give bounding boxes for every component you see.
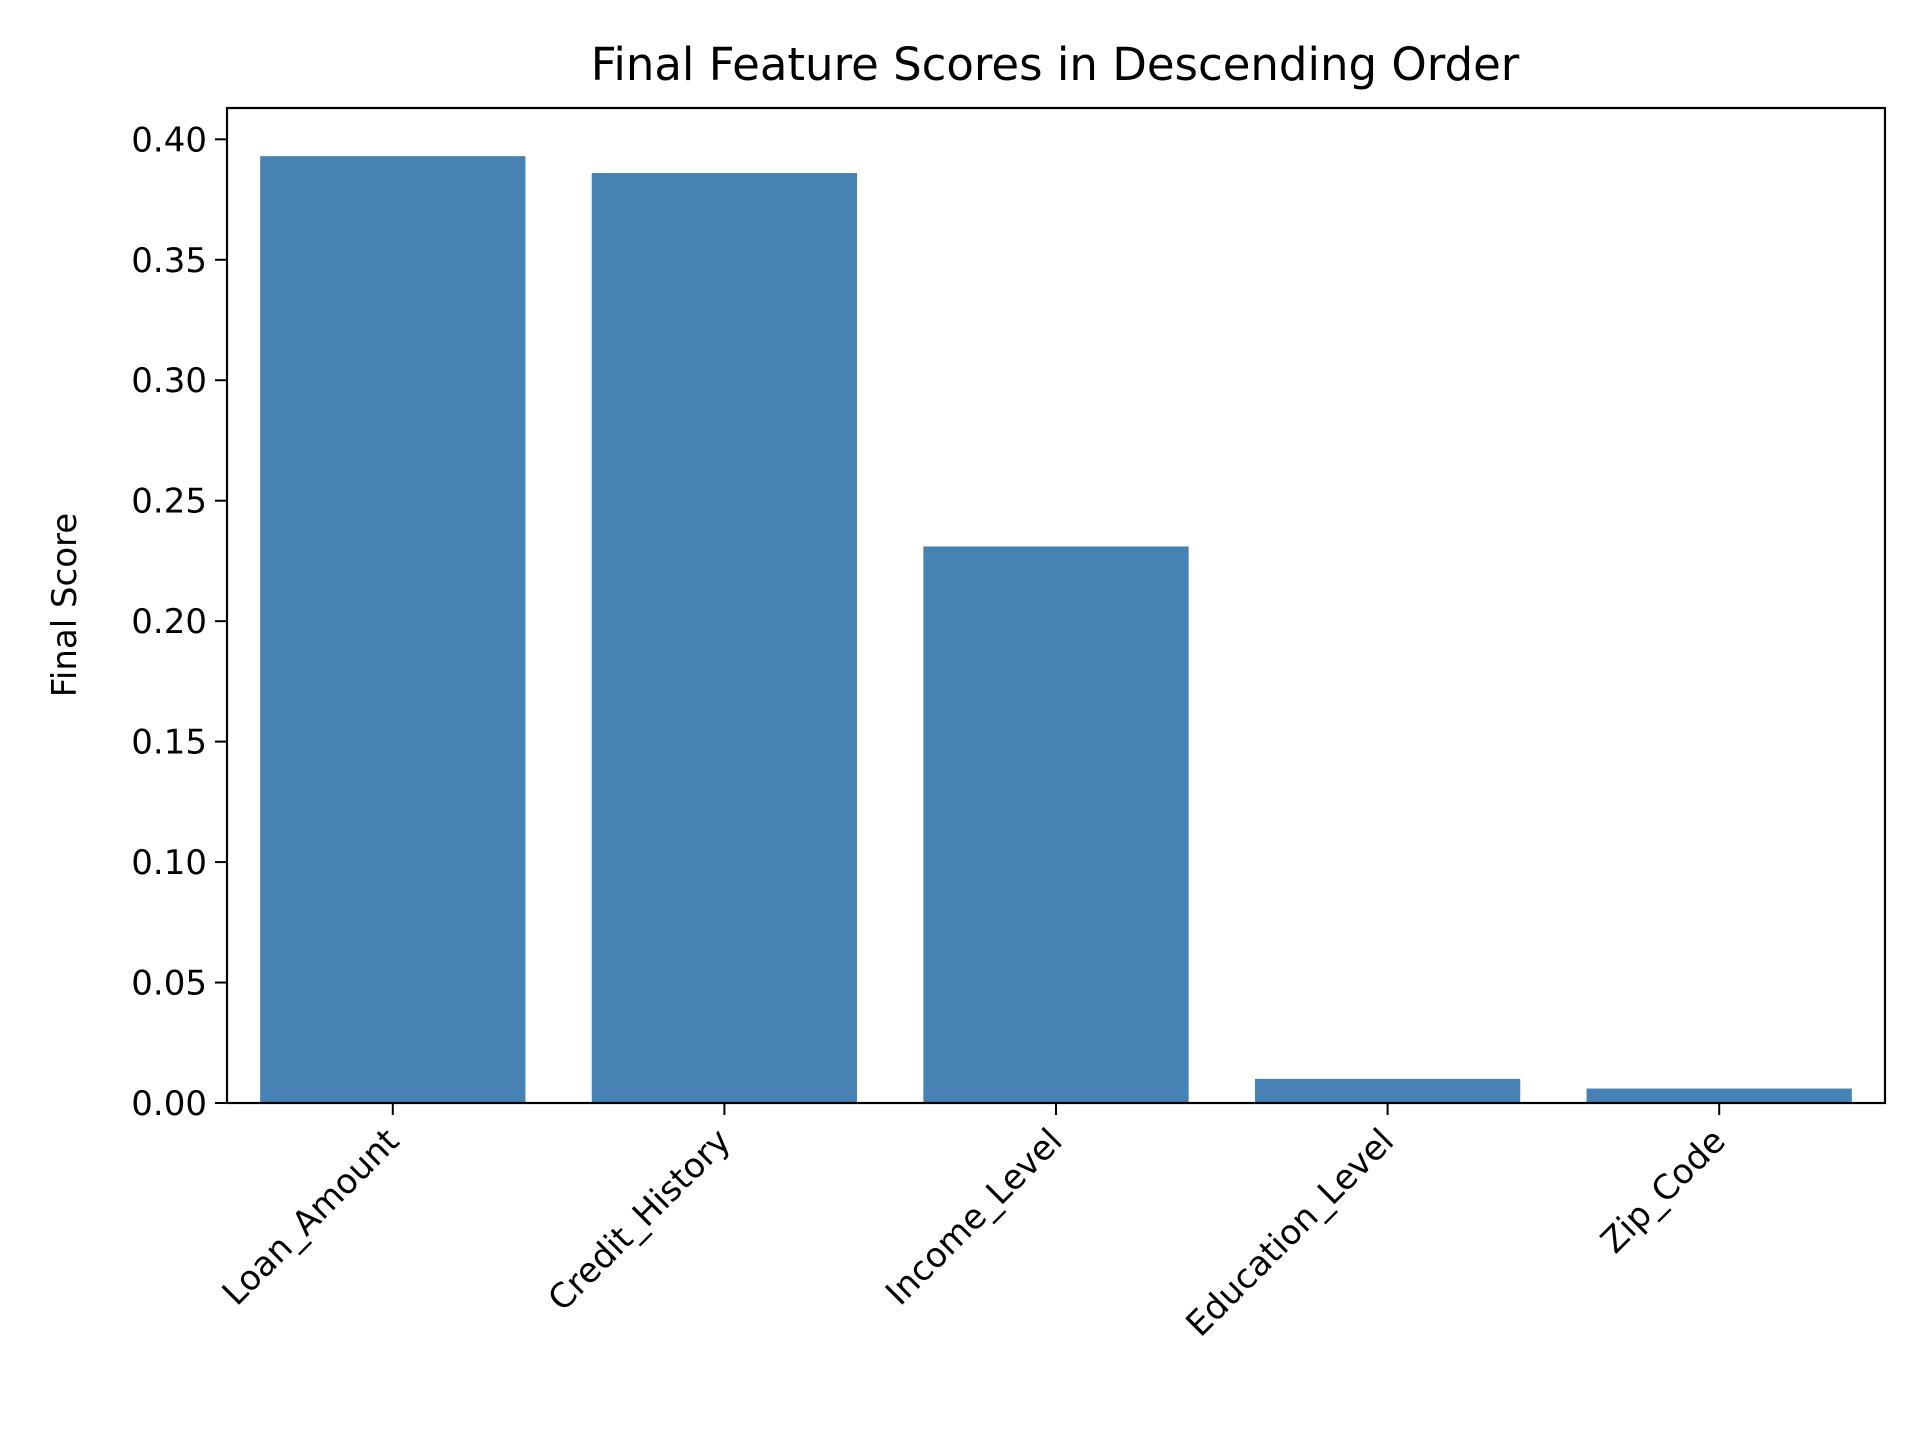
bar-education-level bbox=[1254, 1078, 1521, 1103]
y-tick-label: 0.10 bbox=[131, 843, 207, 883]
y-tick-label: 0.20 bbox=[131, 602, 207, 642]
bars-group bbox=[260, 156, 1852, 1103]
y-tick-label: 0.30 bbox=[131, 361, 207, 401]
bar-income-level bbox=[923, 546, 1189, 1103]
y-tick-label: 0.35 bbox=[131, 241, 207, 281]
y-tick-label: 0.05 bbox=[131, 964, 207, 1004]
chart-title: Final Feature Scores in Descending Order bbox=[591, 38, 1520, 91]
y-tick-label: 0.40 bbox=[131, 120, 207, 160]
y-tick-label: 0.25 bbox=[131, 482, 207, 522]
bar-loan-amount bbox=[260, 156, 526, 1103]
y-axis-label: Final Score bbox=[45, 513, 85, 697]
y-tick-label: 0.15 bbox=[131, 723, 207, 763]
y-tick-label: 0.00 bbox=[131, 1084, 207, 1124]
bar-zip-code bbox=[1586, 1088, 1852, 1103]
bar-credit-history bbox=[591, 173, 858, 1103]
y-axis-ticks: 0.00 0.05 0.10 0.15 0.20 0.25 0.30 0.35 0.40 bbox=[131, 120, 227, 1124]
